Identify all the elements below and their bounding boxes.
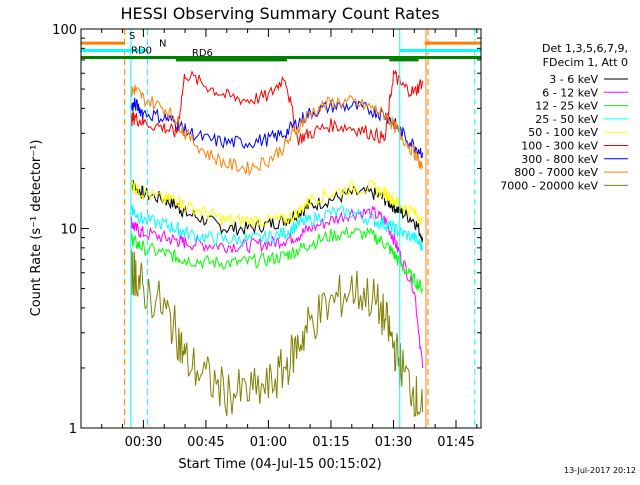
plot-layer: S N RD0 RD6: [81, 29, 481, 428]
series-line-7: [130, 84, 424, 177]
x-tick-label-0: 00:30: [125, 435, 162, 450]
axis-layer: 00:30 00:45 01:00 01:15 01:30 01:45 1 10 100: [52, 23, 481, 450]
legend-label-0: 3 - 6 keV: [549, 73, 598, 86]
series-line-8: [130, 248, 424, 418]
legend-label-4: 50 - 100 keV: [528, 126, 598, 139]
legend-label-8: 7000 - 20000 keV: [500, 179, 598, 192]
footer-date: 13-Jul-2017 20:12: [564, 466, 636, 475]
series-line-1: [130, 206, 424, 368]
series-line-6: [130, 97, 424, 159]
flag-label-3: RD6: [192, 48, 213, 59]
x-tick-label-4: 01:30: [375, 435, 412, 450]
legend-header-1: FDecim 1, Att 0: [543, 56, 628, 69]
chart-title: HESSI Observing Summary Count Rates: [120, 4, 439, 23]
flag-label-2: RD0: [131, 45, 152, 56]
x-tick-label-5: 01:45: [437, 435, 474, 450]
series-line-5: [130, 70, 424, 146]
x-tick-label-1: 00:45: [187, 435, 224, 450]
legend-label-3: 25 - 50 keV: [535, 113, 598, 126]
legend-label-2: 12 - 25 keV: [535, 100, 598, 113]
series-line-2: [130, 226, 424, 293]
x-tick-label-2: 01:00: [250, 435, 287, 450]
y-tick-label-2: 100: [52, 23, 77, 38]
x-tick-label-3: 01:15: [312, 435, 349, 450]
legend: Det 1,3,5,6,7,9,FDecim 1, Att 0 3 - 6 keV…: [500, 42, 628, 192]
series-line-0: [130, 180, 424, 243]
y-tick-label-1: 10: [60, 223, 77, 238]
series-line-4: [130, 179, 424, 228]
legend-header-0: Det 1,3,5,6,7,9,: [542, 42, 628, 55]
legend-label-7: 800 - 7000 keV: [514, 166, 598, 179]
legend-label-6: 300 - 800 keV: [521, 153, 598, 166]
flag-label-1: N: [159, 39, 166, 50]
x-axis-title: Start Time (04-Jul-15 00:15:02): [178, 457, 381, 472]
series-line-3: [130, 204, 424, 251]
legend-label-5: 100 - 300 keV: [521, 140, 598, 153]
y-tick-label-0: 1: [69, 422, 77, 437]
legend-label-1: 6 - 12 keV: [542, 86, 598, 99]
flag-label-0: S: [129, 31, 135, 42]
y-axis-title: Count Rate (s⁻¹ detector⁻¹): [29, 140, 44, 317]
